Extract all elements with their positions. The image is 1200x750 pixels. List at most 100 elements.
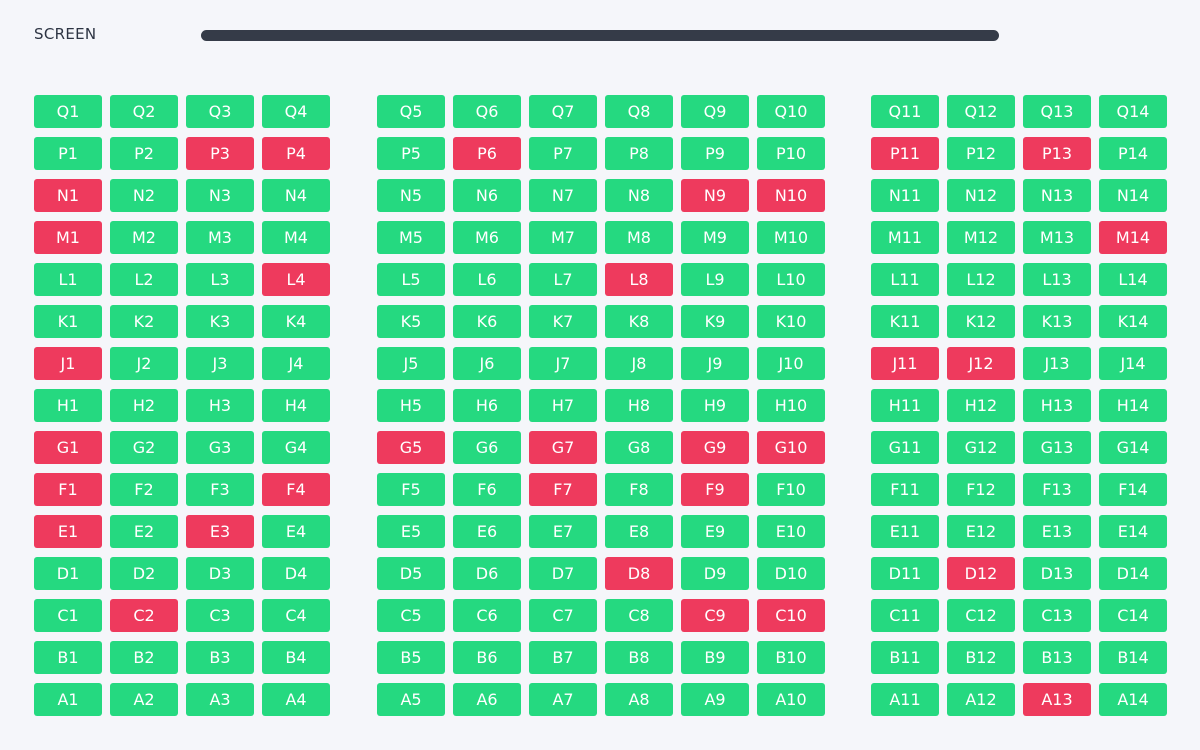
seat-h8-available[interactable]: H8 — [605, 389, 673, 422]
seat-q7-available[interactable]: Q7 — [529, 95, 597, 128]
seat-j12-booked[interactable]: J12 — [947, 347, 1015, 380]
seat-e13-available[interactable]: E13 — [1023, 515, 1091, 548]
seat-q6-available[interactable]: Q6 — [453, 95, 521, 128]
seat-p4-booked[interactable]: P4 — [262, 137, 330, 170]
seat-m9-available[interactable]: M9 — [681, 221, 749, 254]
seat-c3-available[interactable]: C3 — [186, 599, 254, 632]
seat-n12-available[interactable]: N12 — [947, 179, 1015, 212]
seat-m14-booked[interactable]: M14 — [1099, 221, 1167, 254]
seat-p9-available[interactable]: P9 — [681, 137, 749, 170]
seat-c6-available[interactable]: C6 — [453, 599, 521, 632]
seat-b10-available[interactable]: B10 — [757, 641, 825, 674]
seat-d1-available[interactable]: D1 — [34, 557, 102, 590]
seat-j6-available[interactable]: J6 — [453, 347, 521, 380]
seat-k4-available[interactable]: K4 — [262, 305, 330, 338]
seat-q10-available[interactable]: Q10 — [757, 95, 825, 128]
seat-f2-available[interactable]: F2 — [110, 473, 178, 506]
seat-h10-available[interactable]: H10 — [757, 389, 825, 422]
seat-k14-available[interactable]: K14 — [1099, 305, 1167, 338]
seat-k13-available[interactable]: K13 — [1023, 305, 1091, 338]
seat-a3-available[interactable]: A3 — [186, 683, 254, 716]
seat-b13-available[interactable]: B13 — [1023, 641, 1091, 674]
seat-k7-available[interactable]: K7 — [529, 305, 597, 338]
seat-l5-available[interactable]: L5 — [377, 263, 445, 296]
seat-m13-available[interactable]: M13 — [1023, 221, 1091, 254]
seat-j1-booked[interactable]: J1 — [34, 347, 102, 380]
seat-d5-available[interactable]: D5 — [377, 557, 445, 590]
seat-b11-available[interactable]: B11 — [871, 641, 939, 674]
seat-b5-available[interactable]: B5 — [377, 641, 445, 674]
seat-h4-available[interactable]: H4 — [262, 389, 330, 422]
seat-q4-available[interactable]: Q4 — [262, 95, 330, 128]
seat-c13-available[interactable]: C13 — [1023, 599, 1091, 632]
seat-p1-available[interactable]: P1 — [34, 137, 102, 170]
seat-l9-available[interactable]: L9 — [681, 263, 749, 296]
seat-k3-available[interactable]: K3 — [186, 305, 254, 338]
seat-p11-booked[interactable]: P11 — [871, 137, 939, 170]
seat-a2-available[interactable]: A2 — [110, 683, 178, 716]
seat-h5-available[interactable]: H5 — [377, 389, 445, 422]
seat-g8-available[interactable]: G8 — [605, 431, 673, 464]
seat-p8-available[interactable]: P8 — [605, 137, 673, 170]
seat-l6-available[interactable]: L6 — [453, 263, 521, 296]
seat-a12-available[interactable]: A12 — [947, 683, 1015, 716]
seat-c2-booked[interactable]: C2 — [110, 599, 178, 632]
seat-j4-available[interactable]: J4 — [262, 347, 330, 380]
seat-b12-available[interactable]: B12 — [947, 641, 1015, 674]
seat-d13-available[interactable]: D13 — [1023, 557, 1091, 590]
seat-a8-available[interactable]: A8 — [605, 683, 673, 716]
seat-n6-available[interactable]: N6 — [453, 179, 521, 212]
seat-a7-available[interactable]: A7 — [529, 683, 597, 716]
seat-e7-available[interactable]: E7 — [529, 515, 597, 548]
seat-n13-available[interactable]: N13 — [1023, 179, 1091, 212]
seat-d4-available[interactable]: D4 — [262, 557, 330, 590]
seat-p7-available[interactable]: P7 — [529, 137, 597, 170]
seat-e1-booked[interactable]: E1 — [34, 515, 102, 548]
seat-f3-available[interactable]: F3 — [186, 473, 254, 506]
seat-d3-available[interactable]: D3 — [186, 557, 254, 590]
seat-c9-booked[interactable]: C9 — [681, 599, 749, 632]
seat-h13-available[interactable]: H13 — [1023, 389, 1091, 422]
seat-k6-available[interactable]: K6 — [453, 305, 521, 338]
seat-a4-available[interactable]: A4 — [262, 683, 330, 716]
seat-j9-available[interactable]: J9 — [681, 347, 749, 380]
seat-g4-available[interactable]: G4 — [262, 431, 330, 464]
seat-q13-available[interactable]: Q13 — [1023, 95, 1091, 128]
seat-m5-available[interactable]: M5 — [377, 221, 445, 254]
seat-a10-available[interactable]: A10 — [757, 683, 825, 716]
seat-a9-available[interactable]: A9 — [681, 683, 749, 716]
seat-b6-available[interactable]: B6 — [453, 641, 521, 674]
seat-p12-available[interactable]: P12 — [947, 137, 1015, 170]
seat-j8-available[interactable]: J8 — [605, 347, 673, 380]
seat-c4-available[interactable]: C4 — [262, 599, 330, 632]
seat-m11-available[interactable]: M11 — [871, 221, 939, 254]
seat-k8-available[interactable]: K8 — [605, 305, 673, 338]
seat-n1-booked[interactable]: N1 — [34, 179, 102, 212]
seat-h2-available[interactable]: H2 — [110, 389, 178, 422]
seat-d10-available[interactable]: D10 — [757, 557, 825, 590]
seat-e5-available[interactable]: E5 — [377, 515, 445, 548]
seat-b7-available[interactable]: B7 — [529, 641, 597, 674]
seat-j13-available[interactable]: J13 — [1023, 347, 1091, 380]
seat-p2-available[interactable]: P2 — [110, 137, 178, 170]
seat-c11-available[interactable]: C11 — [871, 599, 939, 632]
seat-p13-booked[interactable]: P13 — [1023, 137, 1091, 170]
seat-e3-booked[interactable]: E3 — [186, 515, 254, 548]
seat-n8-available[interactable]: N8 — [605, 179, 673, 212]
seat-m10-available[interactable]: M10 — [757, 221, 825, 254]
seat-g13-available[interactable]: G13 — [1023, 431, 1091, 464]
seat-h14-available[interactable]: H14 — [1099, 389, 1167, 422]
seat-f14-available[interactable]: F14 — [1099, 473, 1167, 506]
seat-a11-available[interactable]: A11 — [871, 683, 939, 716]
seat-c12-available[interactable]: C12 — [947, 599, 1015, 632]
seat-p10-available[interactable]: P10 — [757, 137, 825, 170]
seat-d2-available[interactable]: D2 — [110, 557, 178, 590]
seat-l11-available[interactable]: L11 — [871, 263, 939, 296]
seat-l14-available[interactable]: L14 — [1099, 263, 1167, 296]
seat-l12-available[interactable]: L12 — [947, 263, 1015, 296]
seat-n4-available[interactable]: N4 — [262, 179, 330, 212]
seat-n9-booked[interactable]: N9 — [681, 179, 749, 212]
seat-e12-available[interactable]: E12 — [947, 515, 1015, 548]
seat-f11-available[interactable]: F11 — [871, 473, 939, 506]
seat-a14-available[interactable]: A14 — [1099, 683, 1167, 716]
